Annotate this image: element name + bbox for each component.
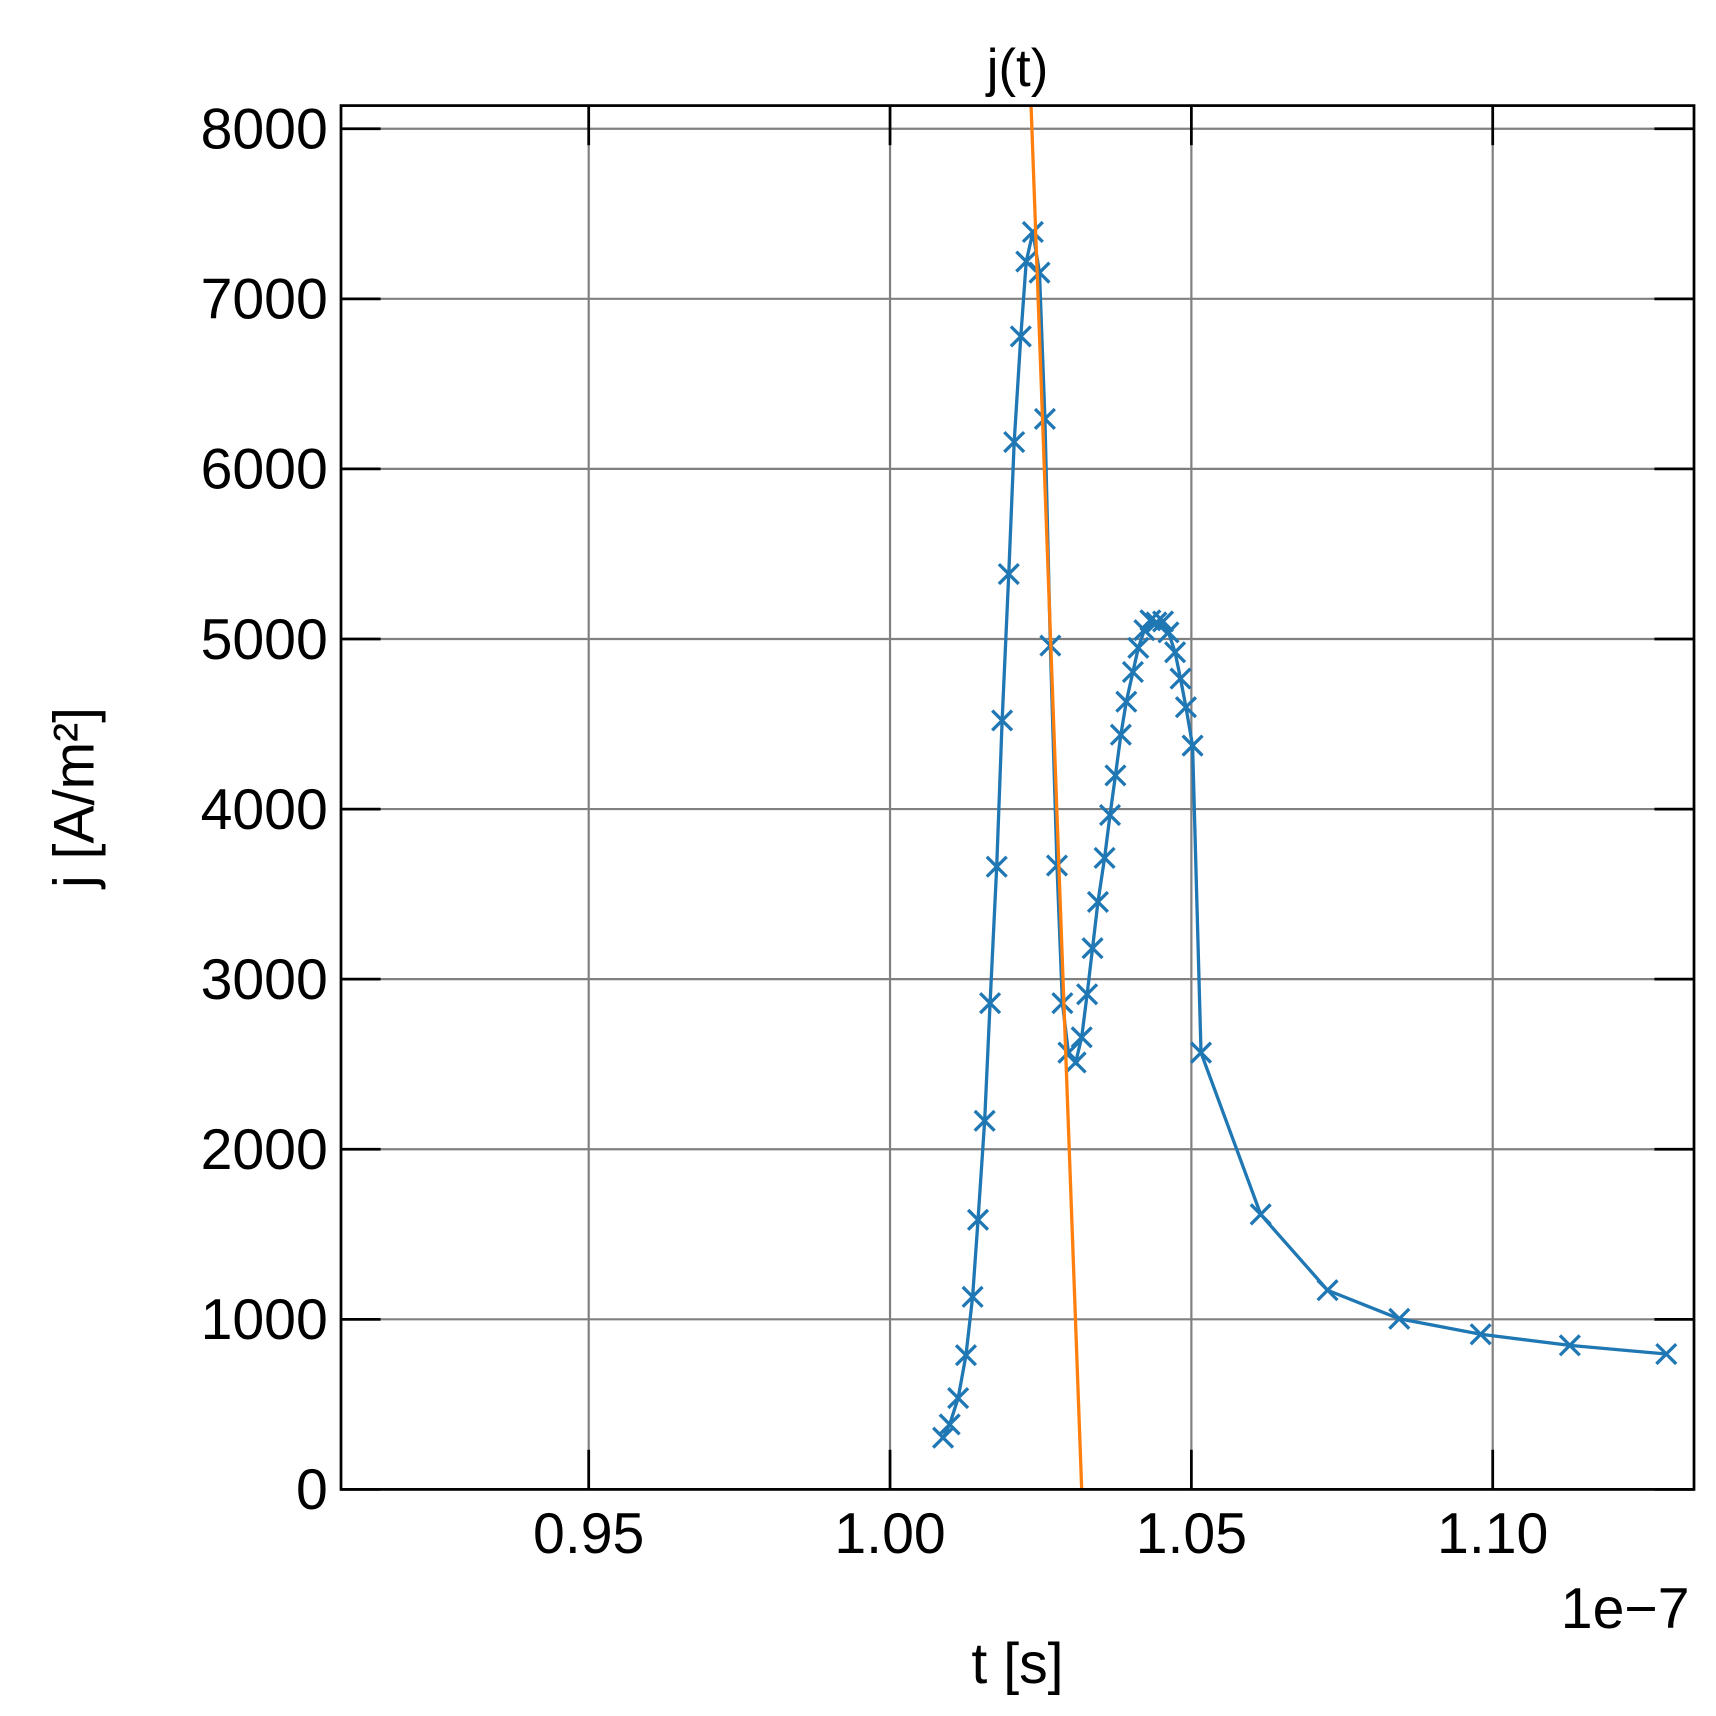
marker (997, 562, 1020, 586)
plot-area (932, 105, 1678, 1490)
y-tick-label: 3000 (201, 948, 328, 1012)
marker (1249, 1203, 1272, 1226)
marker (1169, 667, 1192, 690)
marker (947, 1387, 970, 1410)
x-axis-label: t [s] (971, 1632, 1063, 1696)
marker (1316, 1279, 1339, 1302)
marker (985, 855, 1008, 878)
x-tick-label: 1.10 (1437, 1502, 1548, 1566)
x-tick-label: 1.00 (834, 1502, 945, 1566)
marker (1558, 1334, 1581, 1357)
marker (1189, 1041, 1213, 1064)
marker (1655, 1342, 1678, 1366)
y-tick-label: 1000 (201, 1288, 328, 1352)
series-line (1029, 105, 1084, 1490)
marker (1098, 803, 1122, 827)
marker (966, 1208, 990, 1231)
marker (1109, 723, 1132, 746)
marker (1045, 854, 1069, 877)
marker (1127, 636, 1150, 659)
marker (954, 1344, 978, 1367)
marker (1076, 983, 1099, 1006)
marker (961, 1285, 984, 1308)
marker (979, 992, 1002, 1015)
marker (1033, 407, 1056, 430)
marker (1174, 696, 1198, 719)
marker (1115, 690, 1138, 713)
marker (1093, 846, 1116, 869)
y-tick-label: 0 (296, 1458, 328, 1522)
y-tick-label: 2000 (201, 1118, 328, 1182)
y-tick-label: 6000 (201, 438, 328, 502)
y-tick-label: 7000 (201, 268, 328, 332)
ticks: 0 1000 2000 3000 4000 5000 6000 7000 8000 0.95 1.0… (201, 98, 1695, 1566)
marker (1028, 261, 1051, 284)
marker (1151, 610, 1175, 633)
marker (938, 1413, 961, 1436)
y-tick-label: 8000 (201, 98, 328, 162)
marker (1164, 641, 1187, 664)
marker (1086, 890, 1110, 913)
x-offset-label: 1e−7 (1561, 1577, 1690, 1641)
x-tick-label: 0.95 (533, 1502, 644, 1566)
marker (1388, 1307, 1411, 1330)
y-axis-label: j [A/m²] (43, 707, 107, 890)
marker (1469, 1323, 1492, 1346)
marker (1009, 325, 1032, 348)
marker (932, 1426, 955, 1449)
marker (1181, 734, 1204, 757)
axes-frame (339, 104, 1696, 1491)
y-tick-label: 4000 (201, 778, 328, 842)
marker (1070, 1026, 1093, 1049)
chart-title: j(t) (985, 39, 1049, 98)
marker (1121, 660, 1144, 684)
marker (1081, 937, 1104, 960)
marker (1021, 220, 1044, 244)
marker (1064, 1051, 1087, 1074)
grid (341, 105, 1695, 1491)
marker (1157, 621, 1180, 644)
marker (1133, 619, 1156, 642)
x-tick-label: 1.05 (1136, 1502, 1247, 1566)
marker (973, 1109, 996, 1132)
marker (1104, 764, 1127, 787)
y-tick-label: 5000 (201, 608, 328, 672)
marker (1003, 430, 1026, 454)
marker (991, 709, 1014, 732)
